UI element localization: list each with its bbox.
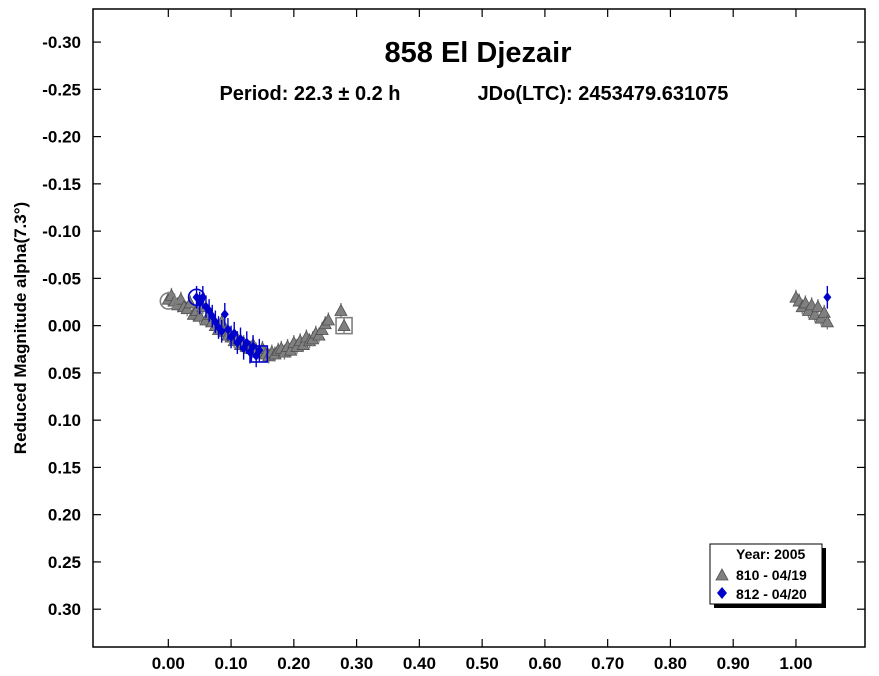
y-tick-label: 0.25 xyxy=(48,553,81,572)
x-tick-label: 0.90 xyxy=(717,654,750,673)
chart-title: 858 El Djezair xyxy=(385,37,572,69)
x-axis-ticks: 0.00 0.10 0.20 0.30 0.40 0.50 0.60 0.70 0.80 0.90… xyxy=(152,9,813,673)
y-tick-label: 0.05 xyxy=(48,364,81,383)
x-tick-label: 0.20 xyxy=(277,654,310,673)
y-tick-label: 0.10 xyxy=(48,411,81,430)
data-point xyxy=(321,313,336,326)
legend-title: Year: 2005 xyxy=(736,546,805,562)
data-point xyxy=(193,309,207,322)
data-point xyxy=(220,309,229,320)
open-circle-marker xyxy=(159,292,178,310)
y-tick-label: 0.20 xyxy=(48,506,81,525)
legend: Year: 2005 810 - 04/19 812 - 04/20 xyxy=(709,543,826,608)
legend-box xyxy=(709,543,823,605)
x-tick-label: 0.60 xyxy=(528,654,561,673)
x-tick-label: 0.70 xyxy=(591,654,624,673)
legend-series-2: 812 - 04/20 xyxy=(736,586,807,602)
x-tick-label: 0.50 xyxy=(466,654,499,673)
y-tick-label: -0.15 xyxy=(42,175,81,194)
legend-diamond-icon xyxy=(717,587,727,599)
chart-subtitle-epoch: JDo(LTC): 2453479.631075 xyxy=(478,83,729,105)
y-tick-label: -0.25 xyxy=(42,80,81,99)
x-tick-label: 0.40 xyxy=(403,654,436,673)
data-point xyxy=(337,318,351,332)
data-point xyxy=(217,326,226,337)
open-square-marker xyxy=(250,345,269,363)
data-point xyxy=(242,337,251,348)
data-point xyxy=(255,345,264,356)
y-tick-label: -0.05 xyxy=(42,269,81,288)
data-point xyxy=(223,324,232,335)
data-point xyxy=(823,292,832,303)
x-tick-label: 0.10 xyxy=(215,654,248,673)
y-tick-label: -0.10 xyxy=(42,222,81,241)
legend-triangle-icon xyxy=(715,568,729,581)
y-tick-label: -0.30 xyxy=(42,33,81,52)
data-point xyxy=(230,328,239,339)
open-circle-marker xyxy=(187,288,206,307)
y-axis-label: Reduced Magnitude alpha(7.3°) xyxy=(11,202,30,454)
x-tick-label: 0.00 xyxy=(152,654,185,673)
x-tick-label: 1.00 xyxy=(779,654,812,673)
data-point xyxy=(236,333,245,344)
y-tick-label: -0.20 xyxy=(42,128,81,147)
y-tick-label: 0.15 xyxy=(48,458,81,477)
x-tick-label: 0.30 xyxy=(340,654,373,673)
data-point xyxy=(820,315,835,328)
data-point xyxy=(334,303,348,316)
y-axis-ticks: -0.30 -0.25 -0.20 -0.15 -0.10 -0.05 0.00 0.05 0.… xyxy=(42,33,865,619)
legend-series-1: 810 - 04/19 xyxy=(736,567,807,583)
chart-subtitle-period: Period: 22.3 ± 0.2 h xyxy=(219,83,400,105)
x-tick-label: 0.80 xyxy=(654,654,687,673)
y-tick-label: 0.00 xyxy=(48,317,81,336)
open-square-marker xyxy=(335,316,353,335)
y-tick-label: 0.30 xyxy=(48,600,81,619)
open-markers xyxy=(159,288,353,363)
data-point xyxy=(811,299,825,313)
